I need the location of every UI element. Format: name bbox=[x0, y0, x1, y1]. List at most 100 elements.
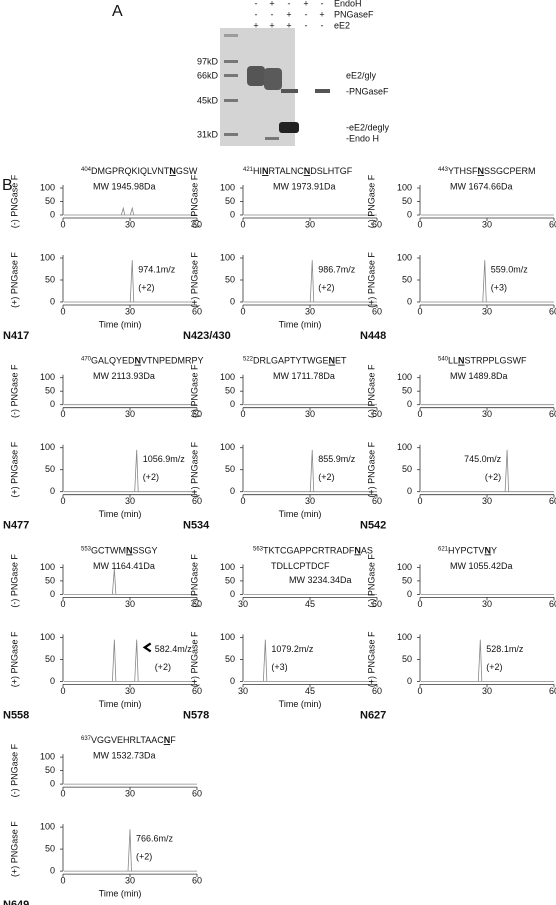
peptide-segment: Y bbox=[491, 546, 497, 556]
row-label: EndoH bbox=[334, 0, 362, 8]
x-tick-label: 30 bbox=[482, 219, 492, 229]
lane-sign: - bbox=[288, 0, 291, 8]
peptide: 637VGGVEHRLTAACNF bbox=[81, 735, 176, 745]
lane-sign: + bbox=[319, 9, 324, 19]
lane-sign: + bbox=[269, 0, 274, 8]
x-axis-label: Time (min) bbox=[99, 699, 142, 709]
y-tick-label: 0 bbox=[407, 589, 412, 599]
x-tick-label: 0 bbox=[60, 496, 65, 506]
lane-sign: - bbox=[255, 9, 258, 19]
y-axis-label: (-) PNGase F bbox=[366, 364, 376, 418]
y-axis-label: (-) PNGase F bbox=[366, 174, 376, 228]
marker-label: 45kD bbox=[197, 95, 219, 105]
y-tick-label: 0 bbox=[407, 399, 412, 409]
y-tick-label: 100 bbox=[397, 182, 412, 192]
molecular-weight: MW 1711.78Da bbox=[273, 371, 335, 381]
x-tick-label: 60 bbox=[372, 409, 382, 419]
mz-label: 1079.2m/z bbox=[271, 644, 314, 654]
site-label: N423/430 bbox=[183, 330, 231, 342]
y-axis-label: (+) PNGase F bbox=[9, 821, 19, 877]
charge-label: (+2) bbox=[136, 851, 152, 861]
peak bbox=[309, 260, 315, 303]
y-tick-label: 100 bbox=[220, 632, 235, 642]
peptide-segment: ET bbox=[335, 356, 347, 366]
peptide-segment: DMGPRQKIQLVNT bbox=[91, 166, 170, 176]
charge-label: (+2) bbox=[485, 472, 501, 482]
x-tick-label: 60 bbox=[549, 599, 556, 609]
y-tick-label: 100 bbox=[40, 182, 55, 192]
lane-sign: + bbox=[303, 0, 308, 8]
molecular-weight: MW 1489.8Da bbox=[450, 371, 508, 381]
row-label: PNGaseF bbox=[334, 9, 374, 19]
peptide-segment: GSW bbox=[176, 166, 198, 176]
peptide-segment: HYPCTV bbox=[448, 546, 485, 556]
peptide: 553GCTWMNSSGY bbox=[81, 546, 158, 556]
x-tick-label: 60 bbox=[549, 306, 556, 316]
x-tick-label: 30 bbox=[125, 409, 135, 419]
residue-start: 470 bbox=[81, 356, 92, 362]
peptide-segment: N bbox=[458, 356, 465, 366]
site-label: N477 bbox=[3, 520, 29, 532]
lane-sign: + bbox=[286, 20, 291, 30]
y-tick-label: 0 bbox=[50, 209, 55, 219]
charge-label: (+2) bbox=[143, 472, 159, 482]
y-tick-label: 50 bbox=[45, 464, 55, 474]
x-tick-label: 60 bbox=[192, 686, 202, 696]
residue-start: 553 bbox=[81, 546, 92, 552]
y-tick-label: 0 bbox=[50, 676, 55, 686]
y-tick-label: 50 bbox=[225, 274, 235, 284]
y-tick-label: 50 bbox=[402, 575, 412, 585]
x-axis-label: Time (min) bbox=[279, 319, 322, 329]
molecular-weight: MW 2113.93Da bbox=[93, 371, 155, 381]
peptide-segment: DSLHTGF bbox=[310, 166, 353, 176]
residue-start: 522 bbox=[243, 356, 254, 362]
mz-label: 974.1m/z bbox=[138, 264, 176, 274]
molecular-weight: MW 1532.73Da bbox=[93, 750, 156, 760]
y-tick-label: 100 bbox=[397, 442, 412, 452]
y-axis-label: (+) PNGase F bbox=[9, 441, 19, 497]
band-label: -PNGaseF bbox=[346, 86, 389, 96]
site-label: N649 bbox=[3, 899, 29, 905]
mz-label: 1056.9m/z bbox=[143, 454, 186, 464]
peak bbox=[111, 568, 117, 595]
lane-sign: - bbox=[305, 9, 308, 19]
y-tick-label: 0 bbox=[50, 399, 55, 409]
peptide-segment: AS bbox=[361, 546, 373, 556]
lane-sign: - bbox=[321, 0, 324, 8]
y-tick-label: 100 bbox=[397, 562, 412, 572]
mz-label: 528.1m/z bbox=[486, 644, 524, 654]
x-tick-label: 30 bbox=[125, 788, 135, 798]
x-tick-label: 0 bbox=[417, 496, 422, 506]
x-tick-label: 60 bbox=[372, 686, 382, 696]
mz-label: 986.7m/z bbox=[318, 264, 356, 274]
y-tick-label: 100 bbox=[397, 632, 412, 642]
x-tick-label: 30 bbox=[305, 496, 315, 506]
peptide-segment: N bbox=[164, 735, 171, 745]
y-tick-label: 50 bbox=[45, 843, 55, 853]
x-tick-label: 45 bbox=[305, 686, 315, 696]
x-tick-label: 0 bbox=[417, 219, 422, 229]
y-axis-label: (+) PNGase F bbox=[9, 252, 19, 308]
y-tick-label: 100 bbox=[397, 252, 412, 262]
y-tick-label: 100 bbox=[220, 562, 235, 572]
charge-label: (+2) bbox=[155, 662, 171, 672]
x-tick-label: 30 bbox=[482, 686, 492, 696]
x-tick-label: 60 bbox=[549, 496, 556, 506]
x-tick-label: 0 bbox=[417, 599, 422, 609]
residue-start: 637 bbox=[81, 736, 92, 742]
x-tick-label: 0 bbox=[60, 788, 65, 798]
peptide-segment: N bbox=[262, 166, 269, 176]
x-tick-label: 30 bbox=[305, 219, 315, 229]
x-axis-label: Time (min) bbox=[99, 319, 142, 329]
peak bbox=[120, 206, 126, 216]
y-tick-label: 0 bbox=[230, 589, 235, 599]
peptide-segment: N bbox=[304, 166, 311, 176]
x-tick-label: 0 bbox=[60, 875, 65, 885]
x-tick-label: 0 bbox=[240, 496, 245, 506]
peak bbox=[129, 206, 135, 216]
x-tick-label: 30 bbox=[125, 599, 135, 609]
y-tick-label: 0 bbox=[50, 486, 55, 496]
x-tick-label: 30 bbox=[305, 409, 315, 419]
lane-sign: - bbox=[321, 20, 324, 30]
x-tick-label: 60 bbox=[192, 219, 202, 229]
